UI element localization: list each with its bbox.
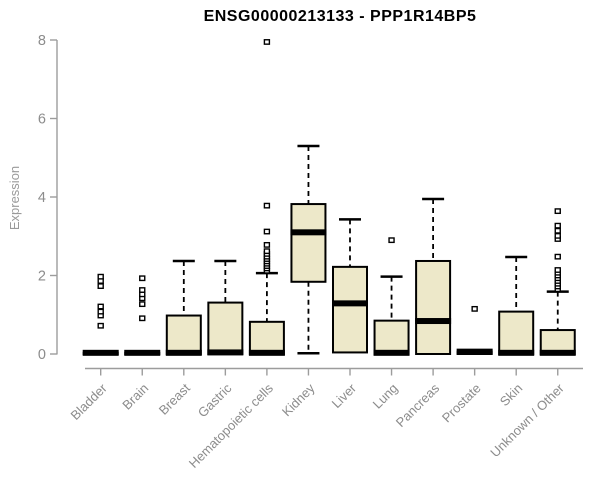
outlier-point: [554, 208, 561, 215]
outlier-point: [97, 308, 104, 315]
box-gastric: [207, 259, 244, 356]
box-kidney: [290, 144, 327, 355]
median-bar: [207, 349, 244, 356]
median-bar: [539, 349, 576, 356]
x-tick-label-breast: Breast: [156, 380, 193, 417]
median-bar: [498, 349, 535, 356]
median-bar: [456, 348, 493, 355]
x-tick-label-prostate: Prostate: [439, 381, 484, 426]
median-bar: [165, 349, 202, 356]
y-tick-label: 4: [38, 190, 46, 206]
box-brain: [124, 275, 161, 356]
box-pancreas: [415, 197, 452, 356]
box-breast: [165, 259, 202, 356]
x-tick-label-liver: Liver: [329, 380, 360, 411]
y-tick-label: 6: [38, 112, 46, 128]
outlier-point: [554, 267, 561, 273]
iqr-box: [207, 301, 244, 355]
outlier-point: [388, 237, 395, 244]
box-lung: [373, 237, 410, 356]
box-liver: [332, 218, 368, 354]
x-tick-label-bladder: Bladder: [68, 380, 111, 423]
iqr-box: [165, 314, 202, 356]
median-bar: [373, 349, 410, 356]
median-bar: [124, 349, 161, 356]
box-hematopoietic-cells: [248, 39, 285, 356]
outlier-point: [263, 228, 271, 235]
outlier-point: [263, 248, 271, 255]
median-bar: [290, 229, 327, 236]
y-tick-label: 0: [38, 347, 46, 363]
box-prostate: [456, 305, 493, 355]
x-tick-label-brain: Brain: [119, 381, 151, 413]
x-tick-label-pancreas: Pancreas: [393, 380, 443, 430]
outlier-point: [263, 241, 271, 248]
median-bar: [82, 349, 119, 356]
outlier-point: [139, 275, 146, 282]
y-tick-label: 8: [38, 33, 46, 49]
outlier-point: [554, 227, 561, 234]
outlier-point: [471, 305, 478, 312]
x-tick-label-gastric: Gastric: [195, 380, 235, 420]
outlier-point: [139, 287, 146, 293]
x-tick-label-skin: Skin: [497, 381, 525, 409]
outlier-point: [263, 39, 271, 45]
iqr-box: [290, 203, 327, 283]
iqr-box: [498, 310, 535, 355]
outlier-point: [139, 301, 146, 308]
median-bar: [332, 300, 368, 307]
box-bladder: [82, 273, 119, 356]
x-tick-label-lung: Lung: [370, 381, 401, 412]
outlier-point: [554, 232, 561, 239]
iqr-box: [373, 319, 410, 356]
outlier-point: [554, 222, 561, 229]
iqr-box: [415, 259, 452, 356]
outlier-point: [97, 322, 104, 329]
outlier-point: [554, 253, 561, 260]
iqr-box: [248, 320, 285, 356]
outlier-point: [97, 303, 104, 310]
y-tick-label: 2: [38, 269, 46, 285]
y-axis-label: Expression: [7, 165, 22, 231]
median-bar: [248, 349, 285, 356]
median-bar: [415, 318, 452, 325]
outlier-point: [97, 273, 104, 280]
box-unknown-other: [539, 208, 576, 356]
outlier-point: [139, 315, 146, 322]
box-skin: [498, 255, 535, 356]
chart-title: ENSG00000213133 - PPP1R14BP5: [203, 8, 477, 25]
x-tick-label-unknown-other: Unknown / Other: [487, 380, 567, 460]
outlier-point: [263, 202, 271, 209]
x-tick-label-kidney: Kidney: [279, 380, 318, 419]
iqr-box: [332, 265, 368, 354]
outlier-point: [97, 283, 104, 289]
